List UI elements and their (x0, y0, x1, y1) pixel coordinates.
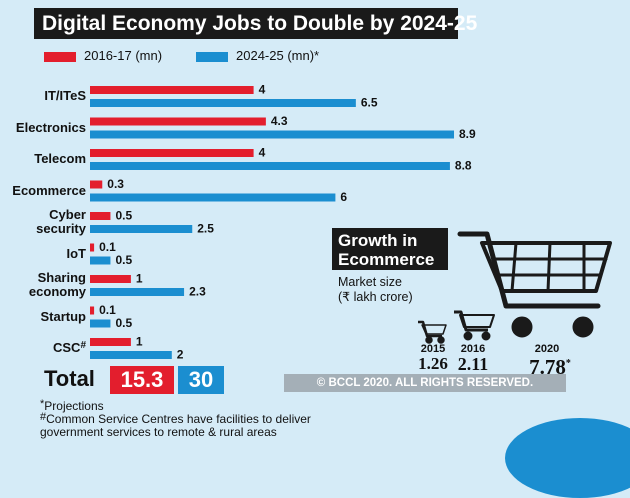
data-label-ecommerce-2024-25: 6 (340, 190, 347, 204)
data-label-it-ites-2024-25: 6.5 (361, 96, 378, 110)
data-label-it-ites-2016-17: 4 (259, 83, 266, 97)
category-label-line: Cyber (49, 207, 86, 222)
decorative-shape (505, 418, 630, 498)
bar-csc-2024-25 (90, 351, 172, 359)
bar-sharing-economy-2024-25 (90, 288, 185, 296)
category-label-iot: IoT (66, 245, 87, 261)
total-2016-17: 15.3 (110, 366, 174, 394)
bar-it-ites-2016-17 (90, 86, 254, 94)
category-label-line: Sharing (37, 270, 86, 285)
chart-title: Digital Economy Jobs to Double by 2024-2… (34, 8, 477, 39)
bar-iot-2016-17 (90, 243, 95, 252)
data-label-telecom-2024-25: 8.8 (455, 159, 472, 173)
bar-ecommerce-2024-25 (90, 193, 336, 202)
category-label-line: IoT (66, 245, 87, 261)
legend-swatch-red (44, 51, 76, 62)
bar-electronics-2016-17 (90, 117, 266, 126)
bar-telecom-2024-25 (90, 162, 450, 170)
legend-swatch-blue (196, 51, 228, 62)
category-label-telecom: Telecom (34, 152, 86, 166)
total-label: Total (44, 366, 95, 391)
cart-illustrations (418, 231, 612, 344)
category-label-startup: Startup (40, 308, 87, 324)
category-label-line: IT/ITeS (44, 88, 86, 103)
data-label-ecommerce-2016-17: 0.3 (107, 177, 124, 191)
category-label-line: CSC# (52, 340, 86, 355)
data-label-csc-2024-25: 2 (177, 348, 184, 362)
category-label-line: economy (28, 284, 86, 299)
total-2024-25: 30 (178, 366, 224, 394)
year-2016: 2016 (460, 343, 486, 355)
data-label-electronics-2024-25: 8.9 (459, 127, 476, 141)
inset-title: Growth in Ecommerce (332, 228, 448, 270)
category-label-ecommerce: Ecommerce (12, 182, 86, 198)
category-label-line: Ecommerce (12, 182, 86, 198)
data-label-startup-2024-25: 0.5 (115, 316, 132, 330)
data-label-sharing-economy-2024-25: 2.3 (189, 285, 206, 299)
bar-cyber-security-2016-17 (90, 212, 111, 220)
data-label-iot-2016-17: 0.1 (99, 240, 116, 254)
data-label-sharing-economy-2016-17: 1 (136, 272, 143, 286)
category-label-electronics: Electronics (15, 119, 86, 135)
year-2015: 2015 (420, 343, 446, 355)
shopping-cart-icon-medium (454, 310, 495, 341)
data-label-cyber-security-2016-17: 0.5 (115, 209, 132, 223)
footnote-projections: *Projections (40, 398, 104, 413)
bar-telecom-2016-17 (90, 149, 254, 157)
bar-startup-2024-25 (90, 319, 111, 328)
data-label-startup-2016-17: 0.1 (99, 303, 116, 317)
value-2016: 2.11 (457, 354, 489, 374)
category-label-sharing-economy: Sharing economy (29, 271, 86, 299)
bar-csc-2016-17 (90, 338, 131, 346)
bar-it-ites-2024-25 (90, 99, 356, 107)
bar-sharing-economy-2016-17 (90, 275, 131, 283)
bar-ecommerce-2016-17 (90, 180, 103, 189)
data-label-csc-2016-17: 1 (136, 335, 143, 349)
legend-label-2016-17: 2016-17 (mn) (84, 48, 163, 63)
value-2020: 7.78* (529, 355, 571, 379)
data-label-cyber-security-2024-25: 2.5 (197, 222, 214, 236)
bar-chart: 46.54.38.948.80.360.52.50.10.512.30.10.5… (90, 83, 476, 362)
value-2015: 1.26 (418, 354, 448, 373)
data-label-iot-2024-25: 0.5 (115, 253, 132, 267)
footnotes: *Projections #Common Service Centres hav… (40, 398, 340, 439)
shopping-cart-icon-large (457, 231, 612, 338)
copyright-notice: © BCCL 2020. ALL RIGHTS RESERVED. (284, 374, 566, 392)
data-label-telecom-2016-17: 4 (259, 146, 266, 160)
bar-electronics-2024-25 (90, 130, 455, 139)
inset-subtitle: Market size (₹ lakh crore) (338, 275, 413, 304)
year-2020: 2020 (534, 343, 560, 355)
legend-2016-17: 2016-17 (mn) (44, 48, 162, 63)
data-label-electronics-2016-17: 4.3 (271, 114, 288, 128)
bar-cyber-security-2024-25 (90, 225, 193, 233)
bar-startup-2016-17 (90, 306, 95, 315)
category-label-cyber-security: Cyber security (36, 208, 86, 236)
category-label-line: Electronics (15, 119, 86, 135)
bar-iot-2024-25 (90, 256, 111, 265)
legend-2024-25: 2024-25 (mn)* (196, 48, 319, 63)
footnote-csc: #Common Service Centres have facilities … (40, 411, 311, 439)
category-label-csc: CSC# (52, 340, 86, 357)
shopping-cart-icon-small (418, 320, 447, 344)
category-label-line: Telecom (34, 151, 86, 166)
legend-label-2024-25: 2024-25 (mn)* (236, 48, 320, 63)
category-label-it-ites: IT/ITeS (44, 89, 86, 103)
category-label-line: security (36, 221, 86, 236)
category-label-line: Startup (40, 308, 87, 324)
